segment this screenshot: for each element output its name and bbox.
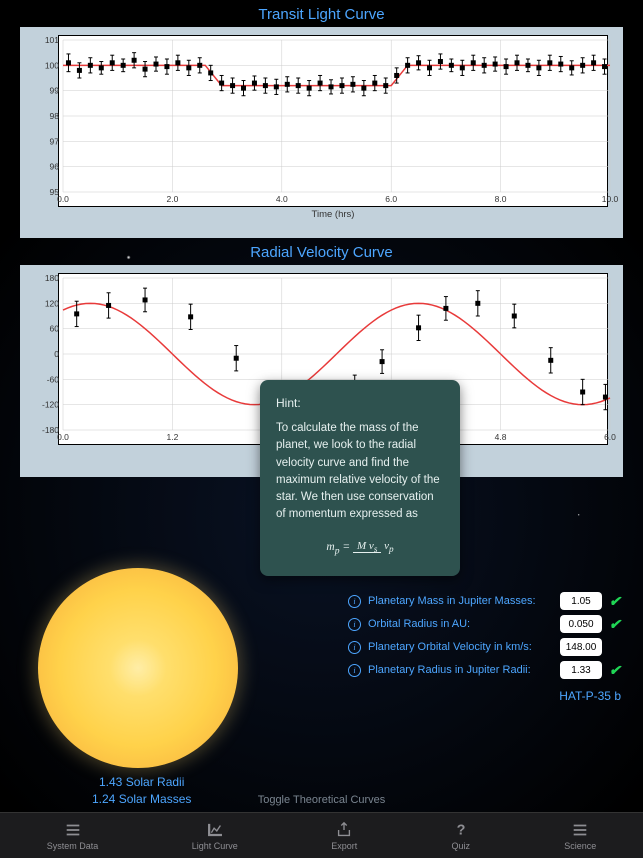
- info-icon[interactable]: i: [348, 595, 361, 608]
- transit-chart-container: Relative Flux (%) 95969798991001010.02.0…: [20, 27, 623, 238]
- tab-system-data[interactable]: System Data: [47, 821, 99, 851]
- check-icon: ✔: [609, 662, 621, 679]
- svg-text:?: ?: [456, 822, 465, 838]
- svg-text:4.0: 4.0: [276, 194, 288, 204]
- check-icon: ✔: [609, 593, 621, 610]
- tab-label: Export: [331, 841, 357, 851]
- info-icon[interactable]: i: [348, 641, 361, 654]
- svg-text:96: 96: [50, 162, 60, 172]
- info-icon[interactable]: i: [348, 664, 361, 677]
- svg-text:60: 60: [50, 324, 60, 334]
- svg-text:-60: -60: [47, 374, 60, 384]
- svg-text:2.0: 2.0: [166, 194, 178, 204]
- rv-title: Radial Velocity Curve: [0, 238, 643, 265]
- result-row: i Planetary Radius in Jupiter Radii: ✔: [348, 661, 621, 679]
- result-input[interactable]: [560, 592, 602, 610]
- svg-text:0.0: 0.0: [57, 194, 69, 204]
- svg-text:180: 180: [45, 273, 59, 283]
- result-label: Planetary Orbital Velocity in km/s:: [368, 641, 553, 653]
- svg-text:8.0: 8.0: [495, 194, 507, 204]
- hint-title: Hint:: [276, 394, 444, 412]
- list-icon: [63, 821, 83, 839]
- list-icon: [570, 821, 590, 839]
- hint-formula: mp = M vs vp: [276, 538, 444, 559]
- hint-tooltip: Hint: To calculate the mass of the plane…: [260, 380, 460, 576]
- svg-text:6.0: 6.0: [604, 432, 616, 442]
- chart-icon: [205, 821, 225, 839]
- svg-text:99: 99: [50, 86, 60, 96]
- hint-body: To calculate the mass of the planet, we …: [276, 420, 444, 524]
- transit-title: Transit Light Curve: [0, 0, 643, 27]
- results-panel: i Planetary Mass in Jupiter Masses: ✔ i …: [348, 592, 621, 703]
- result-row: i Planetary Orbital Velocity in km/s:: [348, 638, 621, 656]
- export-icon: [334, 821, 354, 839]
- tab-light-curve[interactable]: Light Curve: [192, 821, 238, 851]
- result-input[interactable]: [560, 615, 602, 633]
- tab-science[interactable]: Science: [564, 821, 596, 851]
- star-radii: 1.43 Solar Radii: [92, 774, 191, 791]
- svg-text:-120: -120: [42, 400, 59, 410]
- svg-text:1.2: 1.2: [166, 432, 178, 442]
- question-icon: ?: [451, 821, 471, 839]
- svg-text:120: 120: [45, 298, 59, 308]
- result-label: Planetary Mass in Jupiter Masses:: [368, 595, 553, 607]
- svg-text:6.0: 6.0: [385, 194, 397, 204]
- tab-label: Light Curve: [192, 841, 238, 851]
- svg-text:0.0: 0.0: [57, 432, 69, 442]
- result-row: i Planetary Mass in Jupiter Masses: ✔: [348, 592, 621, 610]
- svg-text:10.0: 10.0: [602, 194, 619, 204]
- result-row: i Orbital Radius in AU: ✔: [348, 615, 621, 633]
- tab-label: Science: [564, 841, 596, 851]
- svg-text:4.8: 4.8: [495, 432, 507, 442]
- toggle-theoretical-button[interactable]: Toggle Theoretical Curves: [258, 794, 386, 806]
- tab-bar: System Data Light Curve Export? Quiz Science: [0, 812, 643, 858]
- svg-text:98: 98: [50, 111, 60, 121]
- svg-text:100: 100: [45, 60, 59, 70]
- result-label: Planetary Radius in Jupiter Radii:: [368, 664, 553, 676]
- transit-xlabel: Time (hrs): [58, 209, 608, 220]
- svg-text:101: 101: [45, 35, 59, 45]
- star-info: 1.43 Solar Radii 1.24 Solar Masses: [92, 774, 191, 808]
- result-input[interactable]: [560, 638, 602, 656]
- tab-label: Quiz: [451, 841, 470, 851]
- star-graphic: [38, 568, 238, 768]
- result-input[interactable]: [560, 661, 602, 679]
- tab-label: System Data: [47, 841, 99, 851]
- info-icon[interactable]: i: [348, 618, 361, 631]
- target-name: HAT-P-35 b: [348, 689, 621, 703]
- svg-text:97: 97: [50, 136, 60, 146]
- star-masses: 1.24 Solar Masses: [92, 791, 191, 808]
- tab-quiz[interactable]: ? Quiz: [451, 821, 471, 851]
- result-label: Orbital Radius in AU:: [368, 618, 553, 630]
- svg-text:0: 0: [54, 349, 59, 359]
- tab-export[interactable]: Export: [331, 821, 357, 851]
- check-icon: ✔: [609, 616, 621, 633]
- transit-chart: 95969798991001010.02.04.06.08.010.0: [58, 35, 608, 207]
